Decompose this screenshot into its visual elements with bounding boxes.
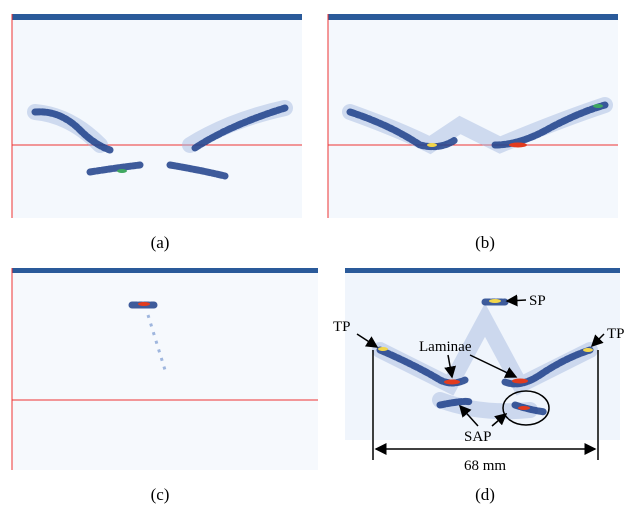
panel-b [327,14,618,218]
caption: (c) [151,485,170,504]
label-sap: SAP [464,429,492,445]
sap-circle [502,390,550,426]
label-tp-left: TP [333,319,351,335]
panel-d [345,268,620,440]
label-laminae: Laminae [419,339,472,355]
label-width: 68 mm [464,458,506,474]
caption: (d) [475,485,495,504]
panel-c [11,268,318,470]
label-sp: SP [529,293,546,309]
panel-a [11,14,302,218]
annotations: SP TP TP Laminae SAP 68 mm [333,293,625,474]
label-tp-right: TP [607,326,625,342]
caption: (b) [475,233,495,252]
caption: (a) [151,233,170,252]
